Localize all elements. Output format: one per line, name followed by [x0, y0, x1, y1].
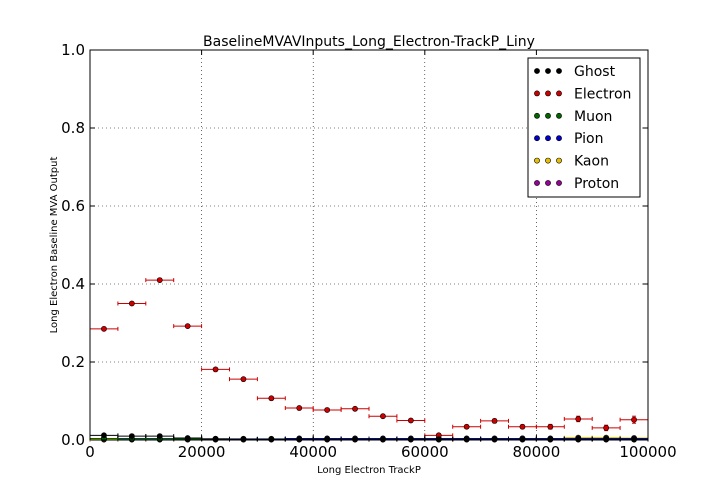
- data-point: [603, 425, 610, 431]
- data-point: [296, 405, 303, 411]
- legend-marker: [556, 90, 562, 97]
- legend-marker: [534, 112, 540, 119]
- legend-marker: [545, 135, 551, 142]
- data-point: [380, 413, 386, 420]
- data-point: [575, 416, 582, 422]
- data-point: [240, 436, 247, 443]
- data-point: [603, 436, 610, 443]
- data-point: [631, 416, 637, 423]
- data-point: [491, 417, 498, 424]
- legend-marker: [545, 157, 551, 164]
- y-tick-label: 0.6: [61, 197, 85, 215]
- x-tick-label: 100000: [619, 443, 676, 461]
- data-point: [101, 325, 107, 332]
- data-point: [184, 435, 191, 441]
- data-point: [184, 323, 191, 330]
- data-point: [352, 405, 358, 412]
- plot-frame: [89, 49, 649, 441]
- data-point: [296, 436, 303, 443]
- legend-item: Electron: [534, 86, 631, 102]
- series-electron: [89, 277, 649, 439]
- data-point: [212, 366, 219, 373]
- legend-marker: [534, 68, 540, 74]
- legend-label: Electron: [574, 86, 631, 102]
- data-point: [463, 423, 470, 430]
- legend-label: Muon: [574, 109, 612, 125]
- data-point: [352, 436, 358, 443]
- data-point: [156, 277, 163, 283]
- data-point: [128, 300, 135, 307]
- data-point: [128, 433, 135, 439]
- x-tick-label: 40000: [289, 443, 337, 461]
- data-point: [519, 436, 526, 443]
- data-point: [435, 436, 442, 443]
- legend-marker: [556, 68, 562, 74]
- data-point: [463, 436, 470, 443]
- axis-ticks: 0 20000 40000 60000 80000 100000 0.0 0.2 0.4 0.6 0…: [61, 41, 676, 461]
- legend-box: [527, 57, 641, 198]
- legend-marker: [545, 112, 551, 119]
- data-point: [547, 423, 554, 430]
- data-point: [407, 417, 414, 424]
- y-tick-label: 0.4: [61, 275, 85, 293]
- x-tick-label: 80000: [513, 443, 561, 461]
- data-point: [631, 436, 637, 443]
- data-point: [575, 436, 582, 443]
- data-point: [101, 432, 107, 439]
- x-tick-label: 60000: [401, 443, 449, 461]
- legend: Ghost Electron Muon Pion Kaon Proton: [527, 57, 641, 198]
- legend-marker: [534, 180, 540, 186]
- legend-marker: [545, 180, 551, 186]
- legend-item: Kaon: [534, 154, 609, 170]
- data-point: [407, 436, 414, 443]
- y-tick-label: 0.2: [61, 353, 85, 371]
- x-axis-label: Long Electron TrackP: [317, 465, 421, 476]
- data-point: [491, 436, 498, 443]
- legend-label: Pion: [574, 131, 603, 147]
- legend-marker: [534, 135, 540, 142]
- data-point: [547, 436, 554, 443]
- y-tick-label: 0.0: [61, 431, 85, 449]
- data-point: [268, 395, 275, 402]
- legend-item: Proton: [534, 176, 619, 192]
- legend-marker: [556, 135, 562, 142]
- legend-item: Pion: [534, 131, 603, 147]
- y-tick-label: 1.0: [61, 41, 85, 59]
- legend-marker: [556, 157, 562, 164]
- data-point: [268, 436, 275, 443]
- legend-label: Proton: [574, 176, 619, 192]
- series-ghost: [89, 432, 649, 443]
- y-tick-label: 0.8: [61, 119, 85, 137]
- legend-marker: [534, 157, 540, 164]
- legend-marker: [545, 90, 551, 97]
- legend-marker: [534, 90, 540, 97]
- data-point: [324, 436, 331, 443]
- data-point: [380, 436, 386, 443]
- legend-marker: [556, 180, 562, 186]
- legend-item: Ghost: [534, 64, 616, 80]
- legend-label: Kaon: [574, 154, 609, 170]
- legend-marker: [545, 68, 551, 74]
- legend-label: Ghost: [574, 64, 616, 80]
- x-tick-label: 0: [85, 443, 95, 461]
- data-point: [212, 435, 219, 442]
- data-point: [156, 433, 163, 439]
- data-point: [240, 376, 247, 383]
- legend-marker: [556, 112, 562, 119]
- chart-title: BaselineMVAVInputs_Long_Electron-TrackP_…: [203, 34, 535, 50]
- data-point: [519, 423, 526, 430]
- legend-item: Muon: [534, 109, 612, 125]
- data-point: [324, 407, 331, 413]
- y-axis-label: Long Electron Baseline MVA Output: [49, 157, 60, 334]
- x-tick-label: 20000: [178, 443, 226, 461]
